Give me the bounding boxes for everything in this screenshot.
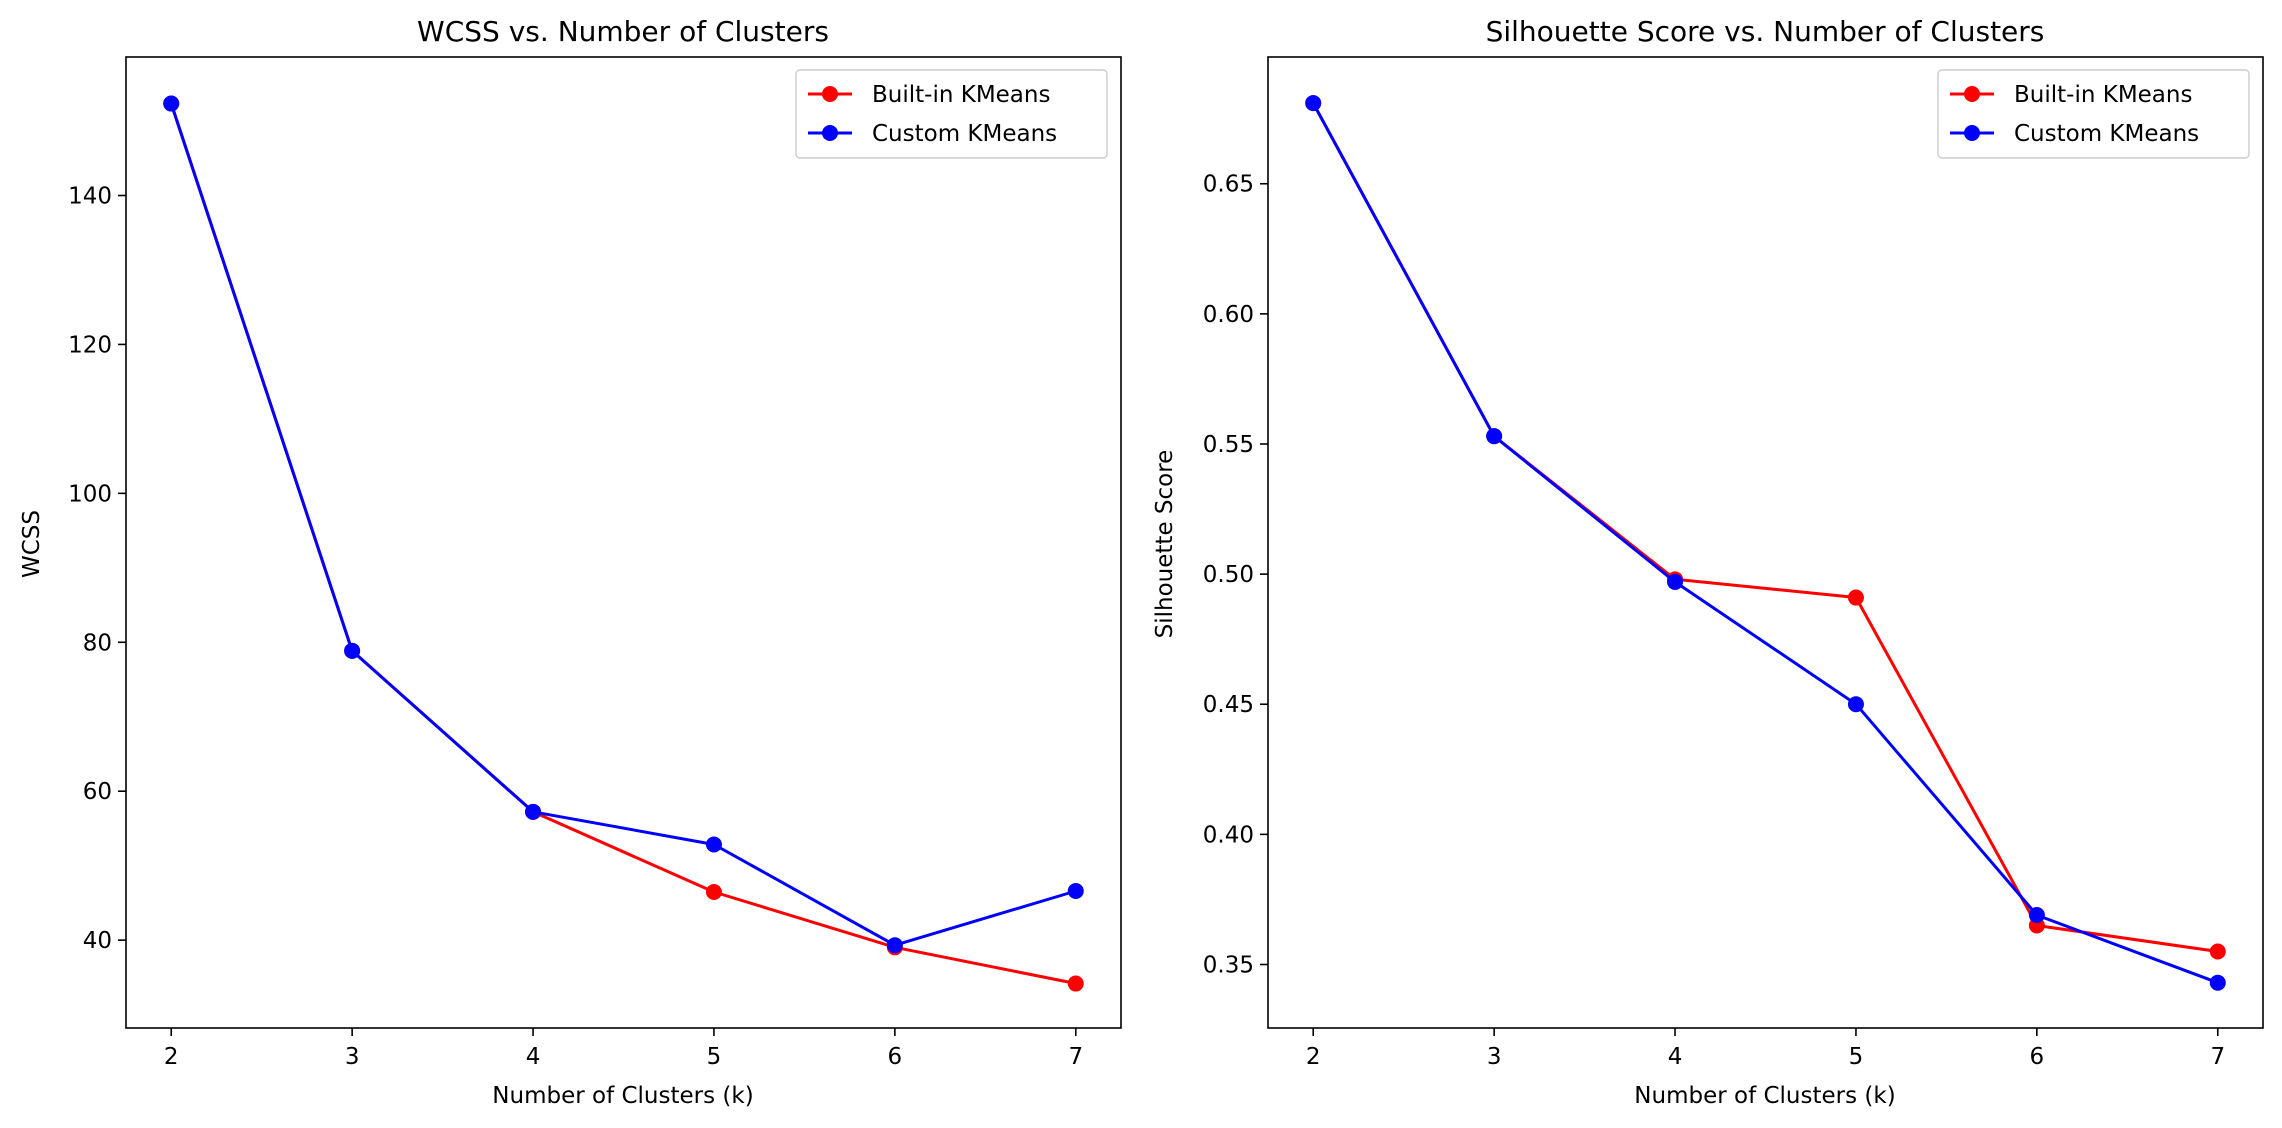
wcss-custom-kmeans-point — [525, 803, 542, 820]
silhouette-x-tick-label: 7 — [2210, 1044, 2225, 1070]
wcss-built-in-kmeans-point — [705, 884, 722, 901]
silhouette-legend-box — [1937, 69, 2250, 159]
wcss-legend: Built-in KMeans Custom KMeans — [795, 69, 1108, 159]
wcss-custom-kmeans-point — [1067, 882, 1084, 899]
silhouette-built-in-kmeans-point — [2209, 943, 2226, 960]
wcss-x-tick-label: 2 — [164, 1044, 179, 1070]
silhouette-custom-kmeans-point — [2209, 974, 2226, 991]
silhouette-chart-title: Silhouette Score vs. Number of Clusters — [1486, 15, 2045, 48]
silhouette-built-in-kmeans-point — [1847, 589, 1864, 606]
wcss-built-in-kmeans-point — [1067, 975, 1084, 992]
wcss-y-tick-label: 40 — [83, 928, 112, 954]
wcss-x-tick-label: 3 — [345, 1044, 360, 1070]
wcss-custom-kmeans-point — [886, 937, 903, 954]
silhouette-y-tick-label: 0.35 — [1203, 952, 1254, 978]
wcss-x-tick-label: 4 — [526, 1044, 541, 1070]
wcss-x-tick-label: 7 — [1068, 1044, 1083, 1070]
silhouette-y-axis-label: Silhouette Score — [1152, 450, 1178, 639]
silhouette-x-axis-label: Number of Clusters (k) — [1634, 1083, 1895, 1109]
wcss-y-tick-label: 100 — [68, 481, 112, 507]
wcss-legend-custom-kmeans-swatch-marker — [822, 125, 838, 141]
wcss-legend-box — [795, 69, 1108, 159]
silhouette-custom-kmeans-point — [1667, 573, 1684, 590]
wcss-legend-built-in-kmeans-label: Built-in KMeans — [872, 82, 1050, 108]
silhouette-custom-kmeans-point — [2028, 907, 2045, 924]
wcss-x-tick-label: 6 — [888, 1044, 903, 1070]
wcss-custom-kmeans-line — [169, 103, 1077, 947]
silhouette-x-tick-label: 2 — [1306, 1044, 1321, 1070]
silhouette-x-tick-label: 5 — [1849, 1044, 1864, 1070]
wcss-y-tick-label: 80 — [83, 630, 112, 656]
silhouette-y-tick-label: 0.65 — [1203, 172, 1254, 198]
silhouette-axes-frame — [1267, 56, 2264, 1029]
wcss-chart-panel: WCSS vs. Number of Clusters Number of Cl… — [19, 15, 1122, 1109]
silhouette-legend-built-in-kmeans-swatch-marker — [1964, 86, 1980, 102]
wcss-y-axis-label: WCSS — [19, 510, 45, 578]
silhouette-legend-built-in-kmeans-label: Built-in KMeans — [2014, 82, 2192, 108]
silhouette-y-tick-label: 0.40 — [1203, 822, 1254, 848]
silhouette-y-tick-label: 0.55 — [1203, 432, 1254, 458]
silhouette-y-tick-label: 0.45 — [1203, 692, 1254, 718]
silhouette-custom-kmeans-line — [1311, 102, 2219, 985]
wcss-legend-custom-kmeans-label: Custom KMeans — [872, 121, 1057, 147]
silhouette-y-tick-label: 0.60 — [1203, 302, 1254, 328]
silhouette-custom-kmeans-point — [1847, 696, 1864, 713]
wcss-x-tick-label: 5 — [707, 1044, 722, 1070]
wcss-axes-frame — [125, 56, 1122, 1029]
silhouette-chart-panel: Silhouette Score vs. Number of Clusters … — [1152, 15, 2264, 1109]
wcss-y-tick-label: 60 — [83, 779, 112, 805]
wcss-y-tick-label: 120 — [68, 332, 112, 358]
wcss-legend-built-in-kmeans-swatch-marker — [822, 86, 838, 102]
wcss-custom-kmeans-point — [344, 642, 361, 659]
wcss-plot-area: 2 3 4 5 6 7 40 60 80 100 120 140 Built-in KMeans Cust… — [68, 56, 1122, 1070]
silhouette-legend-custom-kmeans-label: Custom KMeans — [2014, 121, 2199, 147]
silhouette-legend: Built-in KMeans Custom KMeans — [1937, 69, 2250, 159]
silhouette-legend-custom-kmeans-swatch-marker — [1964, 125, 1980, 141]
wcss-y-tick-label: 140 — [68, 184, 112, 210]
silhouette-y-tick-label: 0.50 — [1203, 562, 1254, 588]
wcss-custom-kmeans-point — [705, 836, 722, 853]
wcss-chart-title: WCSS vs. Number of Clusters — [417, 15, 829, 48]
silhouette-x-tick-label: 4 — [1668, 1044, 1683, 1070]
silhouette-plot-area: 2 3 4 5 6 7 0.35 0.40 0.45 0.50 0.55 0.60 0.65 Built-… — [1203, 56, 2264, 1070]
wcss-custom-kmeans-point — [163, 95, 180, 112]
silhouette-x-tick-label: 6 — [2030, 1044, 2045, 1070]
silhouette-custom-kmeans-point — [1486, 428, 1503, 445]
silhouette-x-tick-label: 3 — [1487, 1044, 1502, 1070]
silhouette-custom-kmeans-point — [1305, 95, 1322, 112]
wcss-x-axis-label: Number of Clusters (k) — [492, 1083, 753, 1109]
